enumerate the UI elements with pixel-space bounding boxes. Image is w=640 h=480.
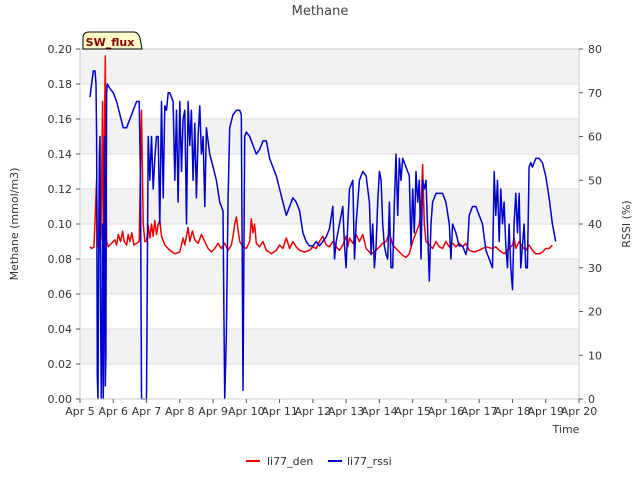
x-tick-label: Apr 5 [65, 405, 95, 418]
y-tick-label: 0.00 [48, 393, 73, 406]
y-tick-label: 0.18 [48, 78, 73, 91]
y2-tick-label: 60 [588, 131, 602, 144]
y2-tick-label: 80 [588, 43, 602, 56]
y-tick-label: 0.20 [48, 43, 73, 56]
series-li77_rssi-group [89, 70, 557, 400]
y2-tick-label: 30 [588, 262, 602, 275]
y-tick-label: 0.12 [48, 183, 73, 196]
x-tick-label: Apr 12 [295, 405, 332, 418]
x-tick-label: Apr 13 [328, 405, 365, 418]
y2-axis-ticks: 0 10 20 30 40 50 60 70 80 [579, 43, 602, 406]
chart-title: Methane [292, 4, 349, 19]
x-tick-label: Apr 15 [394, 405, 431, 418]
x-tick-label: Apr 11 [261, 405, 298, 418]
y2-tick-label: 70 [588, 87, 602, 100]
y2-axis-label: RSSI (%) [620, 200, 633, 247]
x-tick-label: Apr 10 [228, 405, 265, 418]
badge-box [82, 31, 143, 50]
x-tick-label: Apr 7 [132, 405, 162, 418]
x-tick-label: Apr 18 [494, 405, 531, 418]
y-tick-label: 0.04 [48, 323, 73, 336]
x-tick-label: Apr 6 [99, 405, 129, 418]
y-axis-ticks: 0.00 0.02 0.04 0.06 0.08 0.10 0.12 0.14 0.16 0.18… [48, 43, 80, 406]
x-axis-label: Time [552, 423, 580, 436]
y-tick-label: 0.14 [48, 148, 73, 161]
x-tick-label: Apr 8 [165, 405, 195, 418]
y2-tick-label: 40 [588, 218, 602, 231]
plot-band [80, 329, 579, 364]
plot-band [80, 49, 579, 84]
y-axis-label: Methane (mmol/m3) [8, 168, 21, 281]
plot-band [80, 259, 579, 294]
legend-label-li77_rssi: li77_rssi [347, 455, 392, 468]
x-tick-label: Apr 17 [461, 405, 498, 418]
legend: li77_den li77_rssi [246, 455, 392, 468]
badge-label: SW_flux [86, 36, 135, 49]
x-tick-label: Apr 20 [561, 405, 598, 418]
legend-label-li77_den: li77_den [267, 455, 313, 468]
x-tick-label: Apr 9 [198, 405, 228, 418]
y-tick-label: 0.02 [48, 358, 73, 371]
plot-band [80, 119, 579, 154]
y-tick-label: 0.16 [48, 113, 73, 126]
plot-bands [80, 49, 579, 364]
y2-tick-label: 0 [588, 393, 595, 406]
y2-tick-label: 50 [588, 174, 602, 187]
y2-tick-label: 10 [588, 349, 602, 362]
y2-tick-label: 20 [588, 306, 602, 319]
sw-flux-badge: SW_flux [82, 31, 143, 50]
x-tick-label: Apr 14 [361, 405, 398, 418]
y-tick-label: 0.08 [48, 253, 73, 266]
series-line-li77_rssi [89, 70, 557, 400]
x-tick-label: Apr 16 [428, 405, 465, 418]
y-tick-label: 0.10 [48, 218, 73, 231]
y-tick-label: 0.06 [48, 288, 73, 301]
x-tick-label: Apr 19 [527, 405, 564, 418]
